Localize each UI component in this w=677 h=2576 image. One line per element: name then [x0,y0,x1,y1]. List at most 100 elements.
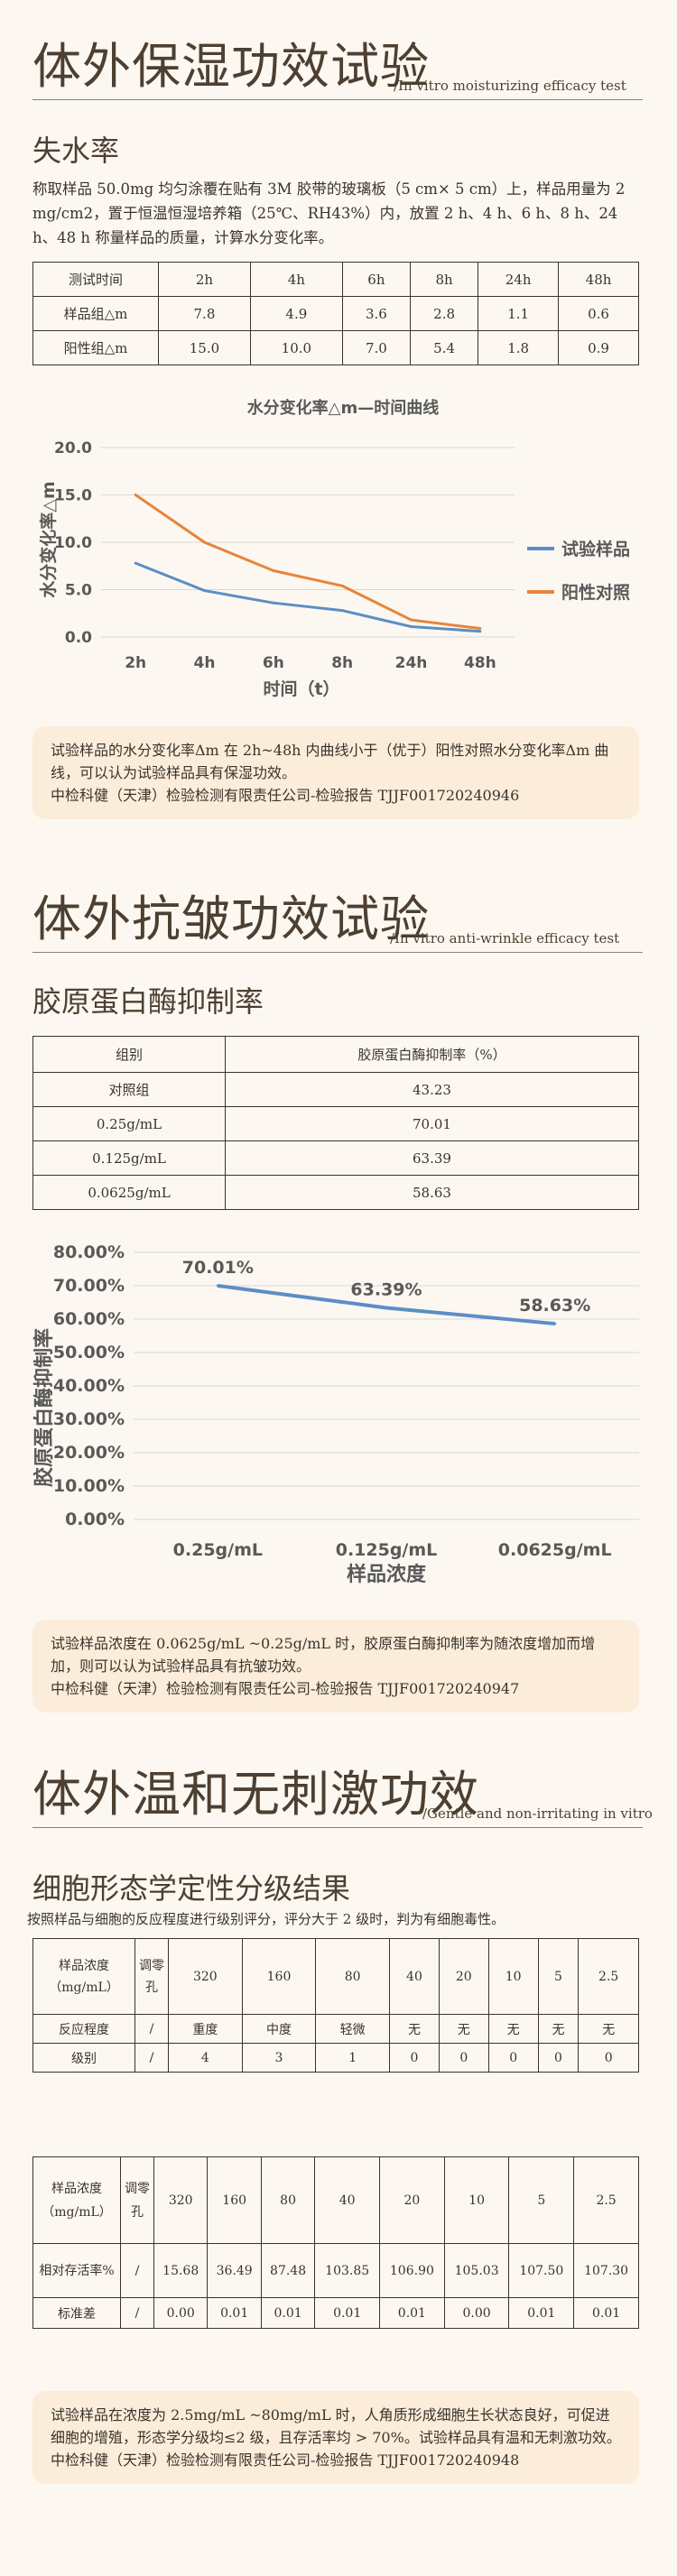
y-axis-ticks: 0.00% 10.00% 20.00% 30.00% 40.00% 50.00% 60.00… [53,1242,125,1529]
section-title: 体外抗皱功效试验 [32,891,430,947]
table-cell: 63.39 [225,1140,639,1176]
table-cell: 级别 [32,2043,135,2073]
table-cell: 0.25g/mL [32,1106,226,1141]
table-cell: 10 [443,2156,510,2244]
table-cell: 0.01 [207,2297,262,2329]
table-row: 相对存活率% / 15.68 36.49 87.48 103.85 106.90… [32,2243,639,2298]
y-tick-label: 0.0 [65,629,92,647]
y-tick-label: 20.00% [53,1443,125,1463]
x-axis-label: 时间（t） [263,679,339,699]
table-header-row: 样品浓度（mg/mL） 调零孔 320 160 80 40 20 10 5 2.… [32,2156,639,2244]
table-cell: 36.49 [207,2243,262,2298]
table-cell: 58.63 [225,1175,639,1210]
table-cell: 4h [249,262,343,297]
table-cell: 15.68 [153,2243,209,2298]
x-axis-label: 样品浓度 [347,1563,427,1586]
table-cell: 107.50 [508,2243,575,2298]
table-cell: 103.85 [314,2243,381,2298]
table-cell: 2.5 [578,1938,639,2015]
data-label: 63.39% [350,1279,422,1299]
table-cell: 0.6 [558,296,639,331]
x-axis-ticks: 2h 4h 6h 8h 24h 48h [125,654,496,672]
conclusion-note: 试验样品浓度在 0.0625g/mL ~0.25g/mL 时，胶原蛋白酶抑制率为… [32,1620,639,1713]
data-point [134,494,137,496]
table-cell: 无 [487,2014,539,2044]
table-cell: 0.01 [508,2297,575,2329]
table-cell: 3.6 [341,296,412,331]
table-cell: 0.00 [153,2297,209,2329]
table-cell: 轻微 [315,2014,391,2044]
x-tick-label: 0.25g/mL [173,1540,263,1560]
table-cell: 0.01 [379,2297,445,2329]
chart-series [134,494,482,633]
data-point [478,630,482,633]
data-point [410,624,413,628]
table-cell: 中度 [241,2014,317,2044]
subsection-heading: 失水率 [32,134,120,168]
table-header-row: 组别 胶原蛋白酶抑制率（%） [32,1036,639,1073]
table-header-row: 测试时间 2h 4h 6h 8h 24h 48h [32,262,639,297]
table-cell: 1.1 [478,296,560,331]
table-cell: 6h [341,262,412,297]
table-cell: 无 [389,2014,440,2044]
water-loss-chart: 水分变化率△m—时间曲线 0.0 5.0 10.0 15.0 20.0 2h 4h 6h 8h… [38,398,630,699]
table-header-row: 样品浓度（mg/mL） 调零孔 320 160 80 40 20 10 5 2.… [32,1938,639,2015]
data-point [385,1306,388,1309]
table-cell: 10.0 [249,330,343,365]
table-cell: / [134,2014,169,2044]
report-reference: 中检科健（天津）检验检测有限责任公司-检验报告 TJJF001720240946 [51,787,520,804]
report-reference: 中检科健（天津）检验检测有限责任公司-检验报告 TJJF001720240947 [51,1680,520,1697]
table-cell: 80 [260,2156,316,2244]
x-tick-label: 0.0625g/mL [498,1540,612,1560]
table-cell: 3 [241,2043,317,2073]
table-row: 0.125g/mL 63.39 [32,1140,639,1176]
y-axis-label: 水分变化率△m [38,481,59,597]
table-cell: 无 [578,2014,639,2044]
y-tick-label: 60.00% [53,1309,125,1329]
table-cell: 0 [438,2043,489,2073]
legend-label: 试验样品 [561,539,630,559]
table-cell: 0 [578,2043,639,2073]
chart-title: 水分变化率△m—时间曲线 [247,398,440,418]
table-cell: 反应程度 [32,2014,135,2044]
table-cell: 43.23 [225,1072,639,1107]
table-cell: 阳性组△m [32,330,159,365]
collagenase-chart: 0.00% 10.00% 20.00% 30.00% 40.00% 50.00% 60.00… [32,1242,639,1586]
table-cell: 10 [487,1938,539,2015]
x-tick-label: 6h [263,654,284,672]
table-cell: 160 [241,1938,317,2015]
y-tick-label: 5.0 [65,582,92,600]
x-tick-label: 0.125g/mL [336,1540,438,1560]
subsection-heading: 细胞形态学定性分级结果 [32,1871,351,1906]
data-point [272,569,275,572]
table-cell: 调零孔 [120,2156,154,2244]
data-point [410,618,413,622]
table-cell: 320 [153,2156,209,2244]
table-cell: 无 [537,2014,580,2044]
y-tick-label: 30.00% [53,1409,125,1429]
table-cell: 胶原蛋白酶抑制率（%） [225,1036,639,1073]
collagenase-table: 组别 胶原蛋白酶抑制率（%） 对照组 43.23 0.25g/mL 70.01 … [32,1036,639,1210]
legend-label: 阳性对照 [561,582,630,603]
conclusion-note: 试验样品在浓度为 2.5mg/mL ~80mg/mL 时，人角质形成细胞生长状态… [32,2391,639,2484]
table-cell: 106.90 [379,2243,445,2298]
table-cell: 相对存活率% [32,2243,121,2298]
table-cell: 调零孔 [134,1938,169,2015]
table-cell: 4 [168,2043,243,2073]
table-cell: 0.0625g/mL [32,1175,226,1210]
section-subtitle: /In vitro moisturizing efficacy test [394,78,626,94]
table-cell: 0 [487,2043,539,2073]
table-cell: / [120,2243,154,2298]
data-point [340,584,344,587]
table-cell: 样品浓度（mg/mL） [32,1938,135,2015]
method-description: 称取样品 50.0mg 均匀涂覆在贴有 3M 胶带的玻璃板（5 cm× 5 cm… [32,180,626,246]
x-axis-ticks: 0.25g/mL 0.125g/mL 0.0625g/mL [173,1540,612,1560]
series-line [134,561,480,633]
table-cell: / [120,2297,154,2329]
table-cell: 107.30 [573,2243,639,2298]
section-subtitle: /In vitro anti-wrinkle efficacy test [390,930,620,946]
data-point [203,589,206,593]
table-cell: 7.8 [158,296,251,331]
x-tick-label: 2h [125,654,146,672]
table-cell: 0.00 [443,2297,510,2329]
